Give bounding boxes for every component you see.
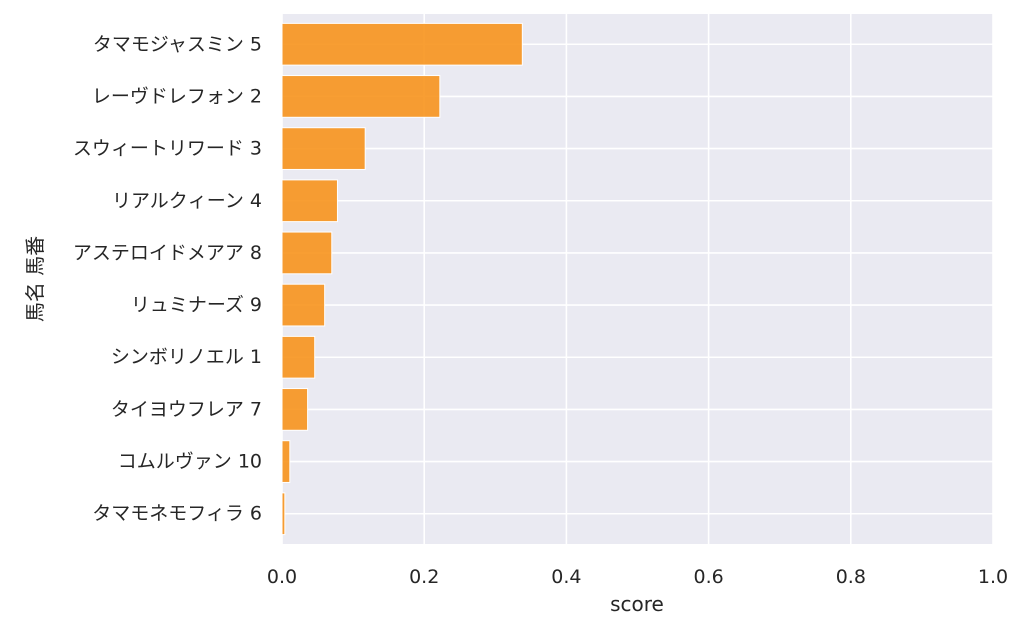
x-tick-label: 0.6 — [693, 566, 723, 588]
x-tick-label: 1.0 — [978, 566, 1008, 588]
y-tick-label: シンボリノエル 1 — [111, 346, 262, 368]
y-tick-label: レーヴドレフォン 2 — [92, 85, 262, 107]
bars — [281, 22, 523, 536]
x-tick-label: 0.4 — [551, 566, 581, 588]
y-tick-label: リアルクィーン 4 — [112, 190, 262, 212]
bar — [281, 440, 291, 483]
x-axis-label: score — [610, 592, 664, 616]
y-tick-label: タマモネモフィラ 6 — [92, 503, 262, 525]
bar — [281, 388, 309, 431]
bar — [281, 283, 326, 327]
y-tick-label: スウィートリワード 3 — [73, 138, 262, 160]
bar — [281, 127, 366, 170]
y-tick-label: コムルヴァン 10 — [118, 451, 262, 473]
x-tick-labels: 0.0 0.2 0.4 0.6 0.8 1.0 — [267, 566, 1008, 588]
x-tick-label: 0.2 — [409, 566, 439, 588]
x-tick-label: 0.8 — [836, 566, 866, 588]
bar — [281, 75, 441, 118]
x-tick-label: 0.0 — [267, 566, 297, 588]
y-tick-labels: タマモジャスミン 5 レーヴドレフォン 2 スウィートリワード 3 リアルクィーン 4… — [73, 33, 262, 524]
bar — [281, 231, 333, 275]
y-tick-label: アステロイドメアア 8 — [73, 242, 262, 264]
bar — [281, 335, 316, 379]
y-axis-label: 馬名 馬番 — [23, 236, 47, 322]
y-tick-label: リュミナーズ 9 — [131, 294, 262, 316]
bar — [281, 22, 523, 66]
bar — [281, 492, 286, 536]
y-tick-label: タイヨウフレア 7 — [111, 398, 262, 420]
bar — [281, 179, 338, 223]
y-tick-label: タマモジャスミン 5 — [93, 33, 262, 55]
